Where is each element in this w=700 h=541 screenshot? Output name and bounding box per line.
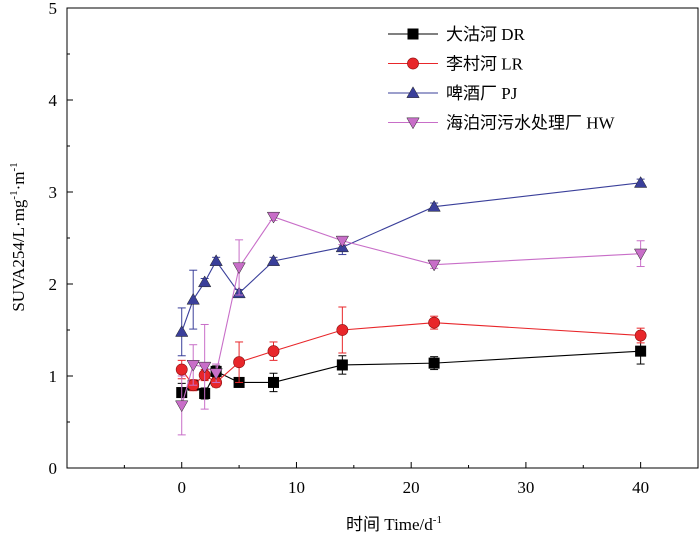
legend: 大沽河 DR 李村河 LR 啤酒厂 PJ 海泊河污水处理厂 HW [388, 25, 616, 133]
x-axis-title: 时间 Time/d-1 [346, 514, 442, 534]
x-tick-label: 30 [517, 478, 534, 497]
data-point-triangle-up [209, 254, 223, 266]
series-line-square [181, 350, 641, 395]
y-axis-title-text: ·m [9, 172, 28, 191]
y-axis-title-sup: -1 [8, 162, 20, 171]
legend-marker-triangle-down [406, 117, 420, 130]
data-point-triangle-down [175, 400, 189, 413]
x-axis-title-text: 时间 Time/d [346, 515, 433, 534]
y-axis-title: SUVA254/L·mg-1·m-1 [8, 162, 28, 311]
x-tick-label: 0 [177, 478, 186, 497]
series-line-circle [181, 322, 641, 387]
y-axis-title-text: SUVA254/L·mg [9, 199, 28, 312]
data-point-triangle-down [266, 211, 281, 224]
data-point-triangle-down [209, 368, 223, 380]
y-tick-label: 3 [49, 183, 58, 202]
data-point-triangle-down [232, 262, 246, 275]
data-point-triangle-up [186, 292, 200, 305]
series-line-triangle-down [181, 216, 641, 406]
data-point-circle [267, 345, 280, 358]
data-point-triangle-up [198, 275, 212, 288]
data-point-square [428, 357, 440, 369]
data-point-triangle-down [186, 360, 200, 372]
legend-label: 大沽河 DR [446, 25, 526, 44]
legend-marker-circle [407, 57, 419, 70]
y-axis-title-sup: -1 [8, 190, 20, 199]
data-point-triangle-up [266, 254, 281, 266]
data-point-triangle-up [175, 325, 189, 337]
data-point-square [635, 345, 647, 357]
plot-frame [66, 7, 699, 469]
y-tick-label: 4 [49, 91, 58, 110]
y-tick-label: 5 [49, 0, 58, 18]
data-point-triangle-down [634, 248, 648, 261]
legend-label: 李村河 LR [446, 55, 524, 74]
data-point-square [336, 359, 348, 371]
x-tick-label: 20 [403, 478, 420, 497]
x-axis-title-sup: -1 [433, 514, 442, 526]
data-point-square [268, 376, 280, 388]
y-tick-label: 0 [49, 459, 58, 478]
x-tick-label: 10 [288, 478, 305, 497]
data-point-circle [175, 363, 188, 376]
data-point-triangle-up [634, 176, 648, 188]
data-point-circle [428, 316, 441, 329]
data-point-triangle-down [427, 259, 441, 272]
legend-marker-square [407, 28, 419, 40]
y-tick-label: 1 [49, 367, 58, 386]
data-point-triangle-up [427, 200, 441, 212]
y-tick-label: 2 [49, 275, 58, 294]
data-point-circle [336, 324, 349, 336]
plot-area: 0 1 2 3 4 5 0 10 20 30 40 [49, 0, 699, 497]
legend-label: 啤酒厂 PJ [446, 84, 518, 103]
x-tick-label: 40 [632, 478, 649, 497]
data-point-circle [634, 329, 647, 342]
data-point-triangle-down [335, 235, 349, 248]
data-point-circle [233, 356, 245, 369]
legend-label: 海泊河污水处理厂 HW [446, 114, 616, 133]
data-point-triangle-down [198, 361, 212, 374]
legend-marker-triangle-up [406, 86, 420, 98]
